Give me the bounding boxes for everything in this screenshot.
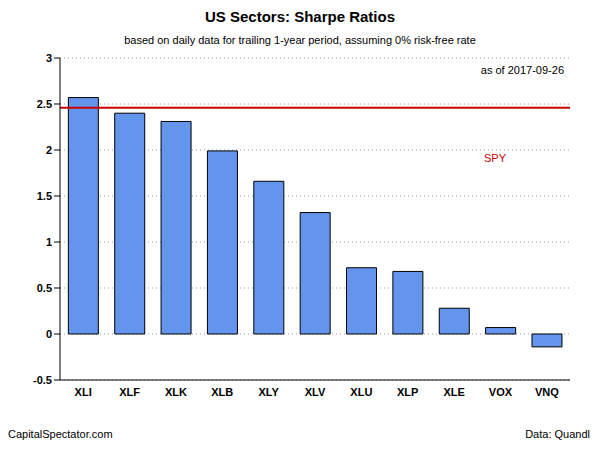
- html-text:CapitalSpectator.com: CapitalSpectator.com: [8, 428, 113, 440]
- svg-text:VOX: VOX: [489, 386, 513, 398]
- svg-text:2: 2: [46, 144, 52, 156]
- svg-text:XLY: XLY: [258, 386, 279, 398]
- svg-text:1.5: 1.5: [37, 190, 52, 202]
- html-text:SPY: SPY: [484, 152, 506, 164]
- html-text:US Sectors: Sharpe Ratios: US Sectors: Sharpe Ratios: [205, 8, 395, 25]
- svg-text:XLV: XLV: [305, 386, 326, 398]
- svg-text:XLP: XLP: [397, 386, 418, 398]
- svg-text:2.5: 2.5: [37, 98, 52, 110]
- svg-text:0.5: 0.5: [37, 282, 52, 294]
- svg-text:XLE: XLE: [443, 386, 464, 398]
- svg-text:XLI: XLI: [75, 386, 92, 398]
- svg-text:3: 3: [46, 52, 52, 64]
- svg-text:VNQ: VNQ: [535, 386, 559, 398]
- html-text:based on daily data for traili: based on daily data for trailing 1-year …: [124, 34, 476, 46]
- html-text:as of 2017-09-26: as of 2017-09-26: [480, 64, 564, 76]
- svg-text:XLF: XLF: [119, 386, 140, 398]
- svg-text:0: 0: [46, 328, 52, 340]
- svg-text:XLB: XLB: [211, 386, 233, 398]
- html-text:Data: Quandl: Data: Quandl: [525, 428, 590, 440]
- svg-text:-0.5: -0.5: [33, 374, 52, 386]
- svg-text:XLU: XLU: [350, 386, 372, 398]
- svg-text:XLK: XLK: [165, 386, 187, 398]
- svg-text:1: 1: [46, 236, 52, 248]
